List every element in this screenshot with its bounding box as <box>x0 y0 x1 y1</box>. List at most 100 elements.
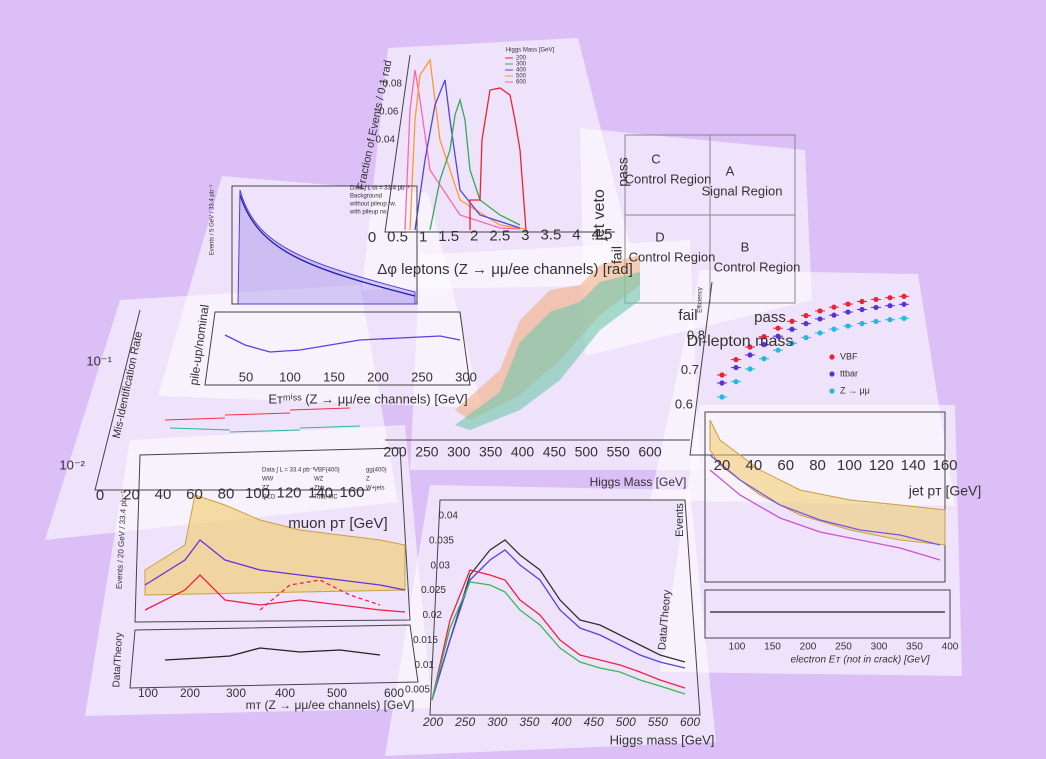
curve <box>709 469 941 561</box>
x-tick-label: 400 <box>511 444 535 460</box>
ratio-label: Data/Theory <box>111 632 125 688</box>
curve <box>409 58 526 231</box>
x-tick-label: 140 <box>308 484 333 501</box>
x-tick-label: 120 <box>276 485 301 502</box>
y-tick-label: 0.7 <box>681 362 699 377</box>
x-tick-label: 20 <box>714 457 731 474</box>
x-tick-label: 100 <box>138 686 158 700</box>
x-tick-label: 40 <box>746 457 763 474</box>
x-tick-label: 0 <box>368 229 376 246</box>
x-tick-label: 250 <box>411 369 433 384</box>
y-tick-label: 0.06 <box>379 107 399 118</box>
y-axis-label: Events / 5 GeV / 33.4 pb⁻¹ <box>210 185 216 256</box>
higgs-mass-plot <box>429 499 701 716</box>
x-axis-label: Δφ leptons (Z → μμ/ee channels) [rad] <box>377 261 632 278</box>
legend-label: Z → μμ <box>840 385 870 395</box>
legend-label: Total MC <box>314 495 338 501</box>
x-tick-label: 500 <box>327 686 347 700</box>
x-axis-label: Higgs Mass [GeV] <box>590 475 687 489</box>
delta-phi-plot <box>384 54 615 233</box>
x-tick-label: 200 <box>422 715 443 729</box>
x-tick-label: 550 <box>648 715 668 729</box>
x-tick-label: 450 <box>543 444 567 460</box>
legend-label: ttbar <box>840 368 858 378</box>
x-tick-label: 200 <box>367 369 389 384</box>
legend-label: 600 <box>516 80 527 86</box>
legend-label: with pileup rw. <box>349 210 388 216</box>
x-tick-label: 450 <box>584 715 604 729</box>
y-axis-label: jet veto <box>591 189 608 242</box>
point <box>229 429 301 433</box>
x-tick-label: 350 <box>519 715 539 729</box>
curve <box>239 194 416 297</box>
x-tick-label: 300 <box>871 642 888 653</box>
y-tick-label: 0.015 <box>413 635 438 646</box>
background <box>237 189 416 305</box>
x-tick-label: 550 <box>606 444 630 460</box>
ratio-label: Data/Theory <box>656 589 673 651</box>
region-name: Signal Region <box>702 183 783 198</box>
legend-label: 400 <box>516 68 527 74</box>
x-axis-label: Di-lepton mass <box>687 333 794 350</box>
legend-label: VBF <box>840 351 858 361</box>
x-tick-label: 400 <box>942 642 959 653</box>
abcd-grid <box>624 134 796 304</box>
legend-swatch <box>829 371 835 377</box>
legend-label: VBF(400) <box>314 468 340 474</box>
y-tick-label: 10⁻¹ <box>86 353 112 368</box>
region-letter: D <box>655 229 664 244</box>
x-tick-label: 250 <box>415 444 439 460</box>
efficiency-plot <box>689 281 945 456</box>
y-tick-label: 0.005 <box>405 685 430 696</box>
x-fail-label: fail <box>678 307 697 324</box>
legend-title: Higgs Mass [GeV] <box>506 48 555 54</box>
y-tick-label: 0.02 <box>423 610 443 621</box>
point <box>299 425 361 429</box>
higgs-band-plot <box>385 255 690 441</box>
x-tick-label: 250 <box>454 715 475 729</box>
y-tick-label: 0.8 <box>687 327 705 342</box>
y-axis-label: Events <box>674 503 686 537</box>
frame <box>129 624 419 689</box>
x-tick-label: 120 <box>869 457 894 474</box>
curve <box>469 87 527 231</box>
y-fail-label: fail <box>609 246 625 264</box>
y-tick-label: 10⁻² <box>59 457 85 472</box>
frame <box>704 589 951 639</box>
point <box>224 412 291 416</box>
legend-swatch <box>829 388 835 394</box>
misid-plot <box>94 309 370 491</box>
curve <box>144 574 406 613</box>
x-tick-label: 200 <box>383 444 407 460</box>
x-pass-label: pass <box>754 309 786 326</box>
y-tick-label: 0.08 <box>383 79 403 90</box>
x-tick-label: 1 <box>419 228 427 245</box>
x-tick-label: 150 <box>323 369 345 384</box>
ratio <box>224 334 461 353</box>
legend-label: Background <box>350 194 382 200</box>
met-plot <box>204 185 471 386</box>
curve <box>259 579 381 611</box>
curve <box>431 581 686 701</box>
legend-label: Zbb <box>314 486 325 492</box>
y-tick-label: 0.01 <box>415 660 435 671</box>
electron-plot <box>704 411 951 639</box>
legend-label: WZ <box>314 477 324 483</box>
legend-label: 200 <box>516 56 527 62</box>
x-axis-label: jet pᴛ [GeV] <box>908 483 982 499</box>
ratio <box>164 647 381 661</box>
legend-label: W+jets <box>366 486 385 492</box>
curve <box>709 454 941 546</box>
x-tick-label: 100 <box>245 485 270 502</box>
x-tick-label: 250 <box>835 642 852 653</box>
region-name: Control Region <box>625 171 712 186</box>
x-tick-label: 3.5 <box>540 227 561 244</box>
x-tick-label: 0.5 <box>387 229 408 246</box>
band <box>455 272 640 430</box>
x-tick-label: 1.5 <box>438 228 459 245</box>
x-tick-label: 3 <box>521 227 529 244</box>
x-tick-label: 50 <box>239 369 253 384</box>
x-tick-label: 300 <box>447 444 471 460</box>
x-tick-label: 500 <box>616 715 636 729</box>
